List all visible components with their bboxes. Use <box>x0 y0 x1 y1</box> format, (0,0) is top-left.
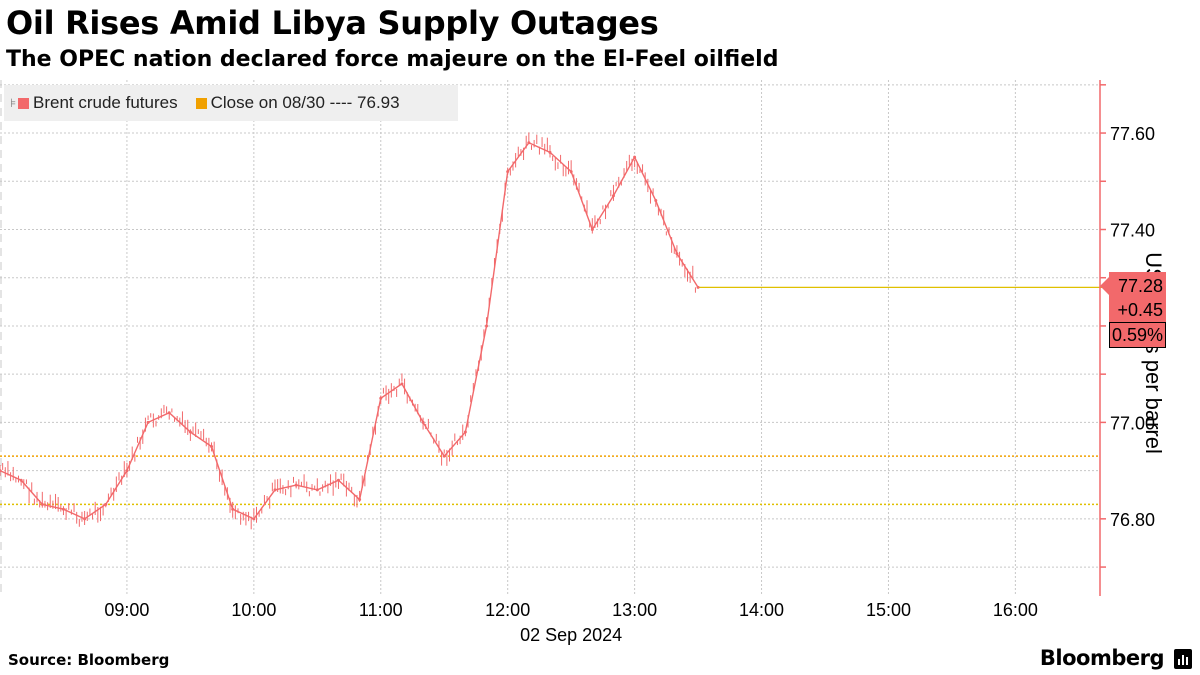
x-tick-label: 16:00 <box>993 600 1038 620</box>
y-axis-label: US dollars per barrel <box>1141 252 1166 454</box>
data-point <box>146 420 150 424</box>
chart-title: Oil Rises Amid Libya Supply Outages <box>6 4 659 42</box>
y-tick-label: 77.00 <box>1110 413 1155 433</box>
data-point <box>696 285 700 289</box>
data-point <box>379 396 383 400</box>
ohlc-icon: ⊧ <box>10 96 17 110</box>
data-point <box>675 252 679 256</box>
data-point <box>569 170 573 174</box>
x-tick-label: 11:00 <box>359 600 403 620</box>
x-tick-label: 09:00 <box>104 600 149 620</box>
data-point <box>400 382 404 386</box>
data-point <box>315 488 319 492</box>
last-change-pct: 0.59% <box>1109 322 1167 348</box>
data-point <box>485 324 489 328</box>
data-point <box>125 469 129 473</box>
data-point <box>506 170 510 174</box>
data-point <box>548 150 552 154</box>
source-note: Source: Bloomberg <box>8 651 170 669</box>
data-point <box>0 469 2 473</box>
data-point <box>188 430 192 434</box>
bloomberg-terminal-icon <box>1174 649 1192 669</box>
data-point <box>40 502 44 506</box>
data-point <box>273 488 277 492</box>
axes: 77.60 77.40 77.00 76.80 09:00 10:00 11:00 12:00… <box>104 80 1155 645</box>
x-date-label: 02 Sep 2024 <box>520 625 622 645</box>
chart-subtitle: The OPEC nation declared force majeure o… <box>6 47 779 72</box>
data-point <box>633 155 637 159</box>
data-point <box>463 430 467 434</box>
data-point <box>104 502 108 506</box>
bloomberg-logo: Bloomberg <box>1039 646 1165 670</box>
data-point <box>527 141 531 145</box>
last-price: 77.28 <box>1117 276 1163 296</box>
data-point <box>336 478 340 482</box>
legend-swatch-brent <box>18 97 29 109</box>
data-point <box>442 454 446 458</box>
data-point <box>611 194 615 198</box>
y-tick-label: 76.80 <box>1110 510 1155 530</box>
legend: ⊧ Brent crude futures Close on 08/30 ---… <box>4 85 458 121</box>
data-point <box>421 420 425 424</box>
data-point <box>654 199 658 203</box>
last-price-badge: 77.28 +0.45 0.59% <box>1100 272 1167 348</box>
data-point <box>231 507 235 511</box>
legend-label-close: Close on 08/30 ---- 76.93 <box>210 93 400 112</box>
data-point <box>83 517 87 521</box>
series-line <box>0 141 699 520</box>
x-tick-label: 13:00 <box>612 600 657 620</box>
legend-swatch-close <box>195 97 207 109</box>
grid-lines <box>0 80 1100 596</box>
x-tick-label: 15:00 <box>866 600 911 620</box>
data-point <box>210 445 214 449</box>
data-point <box>294 483 298 487</box>
legend-label-brent: Brent crude futures <box>33 93 178 112</box>
y-tick-label: 77.40 <box>1110 220 1155 240</box>
data-point <box>19 478 23 482</box>
legend-item-brent[interactable]: ⊧ Brent crude futures <box>10 93 178 113</box>
data-point <box>252 517 256 521</box>
data-point <box>61 507 65 511</box>
x-tick-label: 14:00 <box>739 600 784 620</box>
x-tick-label: 10:00 <box>231 600 276 620</box>
data-point <box>590 227 594 231</box>
last-change: +0.45 <box>1117 300 1163 320</box>
data-point <box>358 498 362 502</box>
y-tick-label: 77.60 <box>1110 124 1155 144</box>
series-brent <box>0 132 700 530</box>
reference-lines <box>0 286 1108 506</box>
data-point <box>167 411 171 415</box>
x-tick-label: 12:00 <box>485 600 530 620</box>
legend-item-close[interactable]: Close on 08/30 ---- 76.93 <box>195 93 400 113</box>
